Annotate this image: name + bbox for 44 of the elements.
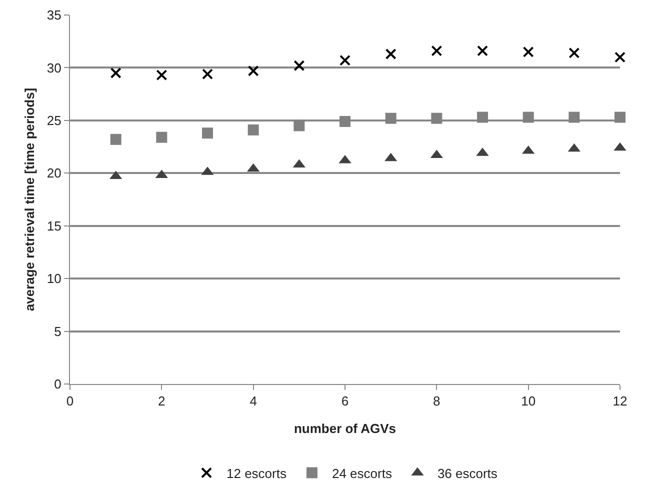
legend-label: 24 escorts bbox=[332, 466, 392, 481]
y-tick-label: 15 bbox=[46, 218, 62, 234]
x-tick-label: 2 bbox=[158, 394, 166, 409]
x-tick-label: 10 bbox=[521, 394, 536, 409]
legend-label: 12 escorts bbox=[226, 466, 287, 481]
point bbox=[202, 128, 213, 139]
point bbox=[614, 112, 626, 123]
point bbox=[294, 120, 305, 132]
point bbox=[248, 65, 259, 76]
point bbox=[614, 52, 626, 63]
x-tick-label: 8 bbox=[433, 394, 440, 409]
point bbox=[385, 48, 396, 60]
point bbox=[568, 112, 580, 123]
point bbox=[477, 45, 488, 56]
point bbox=[156, 132, 168, 143]
x-tick-label: 4 bbox=[250, 394, 257, 409]
point bbox=[431, 45, 442, 56]
y-tick-label: 5 bbox=[54, 324, 62, 339]
point bbox=[340, 116, 350, 127]
y-tick-label: 25 bbox=[46, 112, 62, 128]
x-tick-label: 0 bbox=[66, 394, 74, 409]
y-tick-label: 30 bbox=[46, 60, 62, 76]
y-axis-title: average retrieval time [time periods] bbox=[22, 88, 37, 312]
x-axis-title: number of AGVs bbox=[294, 421, 396, 436]
point bbox=[431, 112, 442, 124]
point bbox=[248, 124, 259, 136]
y-tick-label: 10 bbox=[46, 271, 62, 286]
point bbox=[110, 134, 122, 145]
x-tick-label: 6 bbox=[341, 394, 349, 409]
y-tick-label: 0 bbox=[54, 376, 62, 392]
point bbox=[522, 46, 534, 58]
point bbox=[522, 112, 534, 123]
point bbox=[385, 112, 396, 124]
point bbox=[568, 47, 580, 58]
legend-label: 36 escorts bbox=[437, 466, 498, 481]
point bbox=[294, 60, 305, 72]
y-tick-label: 35 bbox=[46, 8, 62, 23]
point bbox=[202, 68, 213, 80]
point bbox=[110, 67, 122, 78]
y-tick-label: 20 bbox=[46, 166, 62, 181]
x-tick-label: 12 bbox=[612, 394, 628, 409]
point bbox=[340, 54, 350, 66]
point bbox=[477, 112, 488, 123]
point bbox=[156, 70, 168, 81]
